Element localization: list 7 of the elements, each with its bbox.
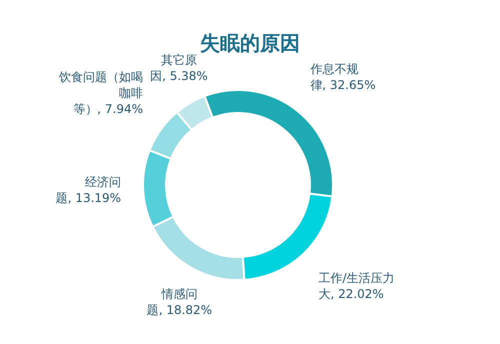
slice-label: 经济问题, 13.19% (54, 174, 122, 206)
chart-title: 失眠的原因 (200, 31, 300, 55)
slice-label: 情感问题, 18.82% (146, 286, 214, 318)
slice-label: 其它原因, 5.38% (150, 52, 208, 83)
slice-label: 作息不规律, 32.65% (310, 60, 377, 93)
slice-label: 工作/生活压力大, 22.02% (318, 270, 396, 302)
slice-label: 饮食问题（如喝咖啡等）, 7.94% (58, 68, 143, 117)
